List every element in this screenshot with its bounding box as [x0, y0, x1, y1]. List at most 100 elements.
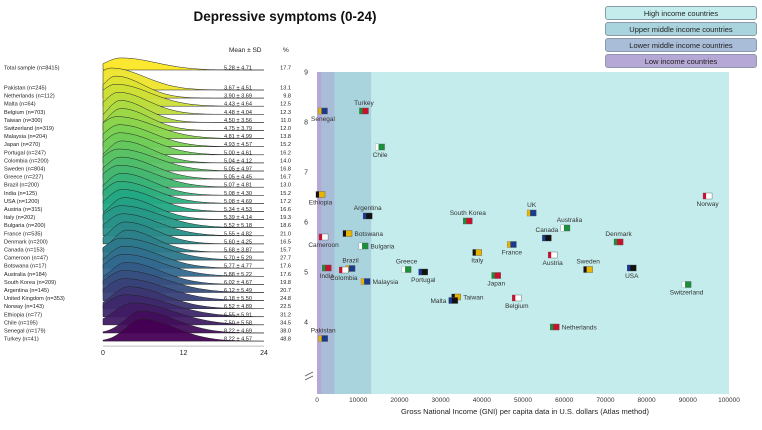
point-stripe-argentina	[363, 213, 367, 219]
point-stripe-india	[322, 265, 326, 271]
ridge-percent-belgium: 12.3	[280, 110, 291, 116]
ridge-mean-sd-switzerland: 4.75 ± 3.79	[224, 126, 252, 132]
percent-header: %	[283, 47, 289, 54]
ridge-density-total-sample	[102, 57, 264, 71]
ridge-mean-sd-belgium: 4.48 ± 4.04	[224, 110, 252, 116]
point-label-taiwan: Taiwan	[463, 295, 484, 302]
point-stripe-france	[507, 241, 511, 248]
chart-title: Depressive symptoms (0-24)	[193, 9, 377, 24]
ridge-percent-united-kingdom: 24.8	[280, 296, 291, 302]
ridge-label-greece: Greece (n=227)	[4, 175, 43, 181]
point-label-netherlands: Netherlands	[562, 325, 598, 332]
point-label-canada: Canada	[536, 227, 559, 234]
point-stripe-canada	[542, 235, 546, 241]
ridge-mean-sd-canada: 5.68 ± 3.87	[224, 248, 252, 254]
ridge-mean-sd-malaysia: 4.81 ± 4.99	[224, 134, 252, 140]
ridge-mean-sd-india: 5.08 ± 4.30	[224, 191, 252, 197]
ridge-percent-ethiopia: 31.2	[280, 312, 291, 318]
ridge-mean-sd-usa: 5.08 ± 4.69	[224, 199, 252, 205]
point-label-argentina: Argentina	[354, 205, 382, 212]
point-stripe-colombia	[339, 267, 343, 273]
ridge-label-denmark: Denmark (n=200)	[4, 239, 48, 245]
ridge-label-netherlands: Netherlands (n=112)	[4, 94, 55, 100]
ridge-mean-sd-france: 5.55 ± 4.82	[224, 231, 252, 237]
ridge-percent-austria: 16.6	[280, 207, 291, 213]
y-tick-6: 6	[304, 220, 308, 227]
ridgeline-plot: Total sample (n=8415) 5.28 ± 4.71 17.7 Paki…	[4, 57, 291, 357]
point-label-japan: Japan	[487, 281, 505, 288]
y-tick-7: 7	[304, 170, 308, 177]
ridge-label-malta: Malta (n=64)	[4, 102, 36, 108]
point-stripe-norway	[703, 193, 707, 199]
ridge-label-colombia: Colombia (n=200)	[4, 158, 49, 164]
ridge-percent-turkey: 48.8	[280, 337, 291, 343]
ridge-x-tick-0: 0	[101, 350, 105, 357]
x-tick-70000: 70000	[596, 397, 614, 404]
ridge-label-total-sample: Total sample (n=8415)	[4, 66, 60, 72]
ridge-x-tick-24: 24	[260, 350, 268, 357]
point-stripe-usa	[627, 265, 631, 271]
ridge-percent-senegal: 38.0	[280, 329, 291, 335]
ridge-density-turkey	[102, 318, 264, 342]
ridge-percent-colombia: 14.0	[280, 158, 291, 164]
legend-upper-middle-income: Upper middle income countries	[605, 22, 757, 36]
ridge-percent-malaysia: 13.8	[280, 134, 291, 140]
ridge-label-australia: Australia (n=184)	[4, 272, 47, 278]
ridge-label-switzerland: Switzerland (n=319)	[4, 126, 54, 132]
ridge-x-tick-12: 12	[180, 350, 188, 357]
ridge-label-france: France (n=535)	[4, 231, 43, 237]
point-label-turkey: Turkey	[354, 100, 374, 107]
ridge-label-malaysia: Malaysia (n=204)	[4, 134, 47, 140]
point-label-south-korea: South Korea	[450, 210, 487, 217]
x-tick-90000: 90000	[679, 397, 697, 404]
point-stripe-south-korea	[463, 218, 467, 224]
point-stripe-united-kingdom	[527, 210, 531, 216]
point-stripe-sweden	[583, 266, 587, 273]
ridge-percent-switzerland: 12.0	[280, 126, 291, 132]
ridge-percent-south-korea: 19.8	[280, 280, 291, 286]
x-tick-60000: 60000	[555, 397, 573, 404]
x-tick-50000: 50000	[514, 397, 532, 404]
point-stripe-portugal	[418, 269, 422, 275]
point-stripe-belgium	[512, 295, 516, 301]
point-label-australia: Australia	[557, 217, 583, 224]
ridge-label-united-kingdom: United Kingdom (n=353)	[4, 296, 65, 302]
ridge-mean-sd-malta: 4.43 ± 4.64	[224, 102, 252, 108]
ridge-label-canada: Canada (n=153)	[4, 248, 45, 254]
point-label-usa: USA	[625, 273, 639, 280]
ridge-percent-bulgaria: 18.6	[280, 223, 291, 229]
ridge-mean-sd-botswana: 5.77 ± 4.77	[224, 264, 252, 270]
point-stripe-pakistan	[318, 335, 322, 342]
ridge-percent-portugal: 16.2	[280, 150, 291, 156]
point-label-bulgaria: Bulgaria	[371, 244, 395, 251]
ridge-mean-sd-greece: 5.05 ± 4.45	[224, 175, 252, 181]
y-tick-8: 8	[304, 120, 308, 127]
ridge-percent-india: 15.2	[280, 191, 291, 197]
ridge-percent-botswana: 17.6	[280, 264, 291, 270]
ridge-mean-sd-japan: 4.93 ± 4.57	[224, 142, 252, 148]
ridge-percent-cameroon: 27.7	[280, 256, 291, 262]
point-stripe-ethiopia	[316, 191, 320, 198]
point-label-france: France	[502, 250, 523, 257]
y-tick-5: 5	[304, 270, 308, 277]
axis-break-mark-upper	[304, 371, 314, 377]
point-label-chile: Chile	[373, 152, 388, 159]
ridge-mean-sd-portugal: 5.00 ± 4.61	[224, 150, 252, 156]
point-stripe-cameroon	[319, 234, 323, 240]
point-label-malaysia: Malaysia	[373, 279, 399, 286]
ridge-mean-sd-total-sample: 5.28 ± 4.71	[224, 66, 252, 72]
ridge-label-sweden: Sweden (n=804)	[4, 167, 45, 173]
scatter-plot: 4 5 6 7 8 9 0 10000 20000 30000 40000 50000 60000 700…	[304, 70, 740, 405]
point-label-senegal: Senegal	[311, 116, 335, 123]
ridge-label-japan: Japan (n=270)	[4, 142, 40, 148]
ridge-label-brazil: Brazil (n=200)	[4, 183, 39, 189]
ridge-mean-sd-senegal: 8.22 ± 4.69	[224, 329, 252, 335]
ridge-mean-sd-turkey: 8.22 ± 4.57	[224, 337, 252, 343]
ridge-mean-sd-austria: 5.34 ± 4.53	[224, 207, 252, 213]
ridge-label-usa: USA (n=1200)	[4, 199, 39, 205]
mean-sd-header: Mean ± SD	[229, 47, 262, 54]
ridge-percent-total-sample: 17.7	[280, 66, 291, 72]
ridge-mean-sd-cameroon: 5.70 ± 5.29	[224, 256, 252, 262]
ridge-percent-pakistan: 13.1	[280, 86, 291, 92]
